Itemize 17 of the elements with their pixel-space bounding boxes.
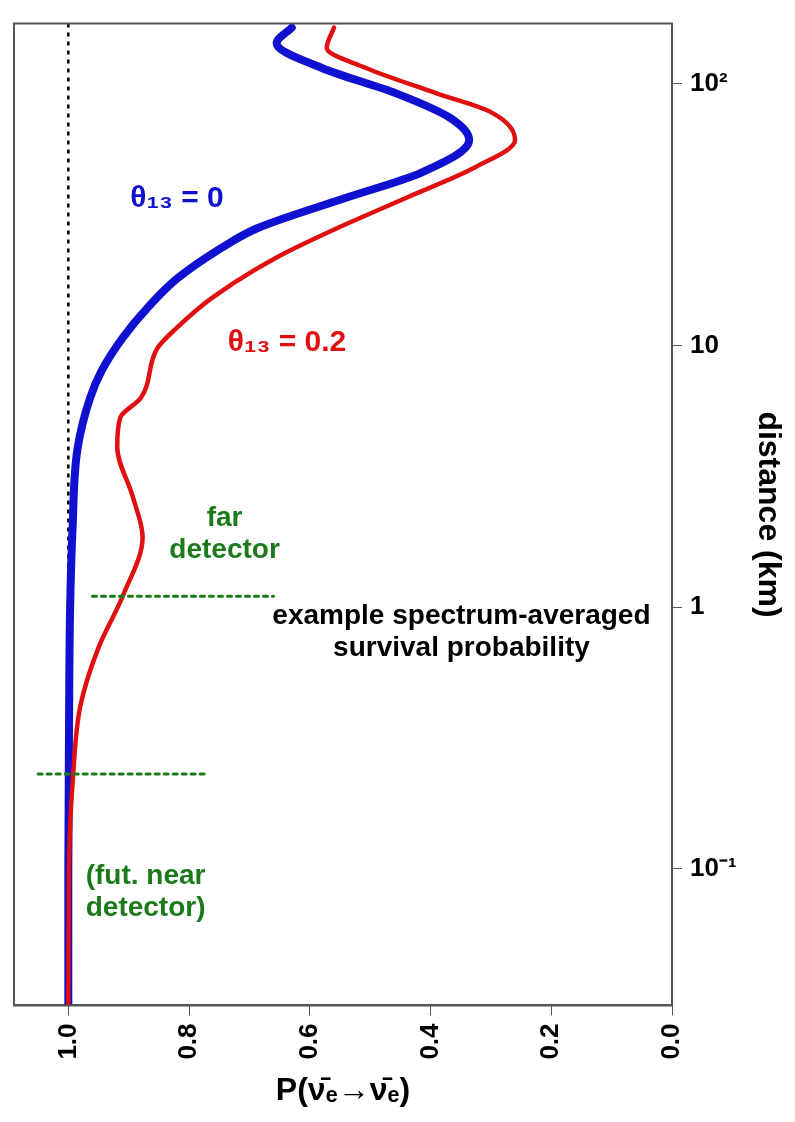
- y-tick-label: 10⁻¹: [690, 851, 737, 882]
- x-tick-label: 0.8: [172, 1023, 203, 1060]
- series-label: θ₁₃ = 0: [130, 179, 224, 213]
- x-axis-title: P(ν̄ₑ→ν̄ₑ): [275, 1070, 411, 1107]
- x-tick-label: 0.6: [292, 1023, 323, 1060]
- y-tick-label: 1: [690, 590, 705, 621]
- annotation: far detector: [169, 500, 280, 564]
- x-tick-label: 1.0: [51, 1023, 82, 1060]
- series-label: θ₁₃ = 0.2: [227, 323, 347, 357]
- annotation: example spectrum-averaged survival probability: [272, 598, 651, 663]
- x-tick-label: 0.2: [534, 1023, 565, 1060]
- y-tick-label: 10: [690, 328, 719, 359]
- x-tick-label: 0.0: [655, 1023, 686, 1060]
- x-tick-label: 0.4: [413, 1022, 444, 1060]
- y-tick-label: 10²: [690, 67, 728, 98]
- annotation: (fut. near detector): [85, 859, 206, 923]
- y-axis-title: distance (km): [751, 411, 788, 618]
